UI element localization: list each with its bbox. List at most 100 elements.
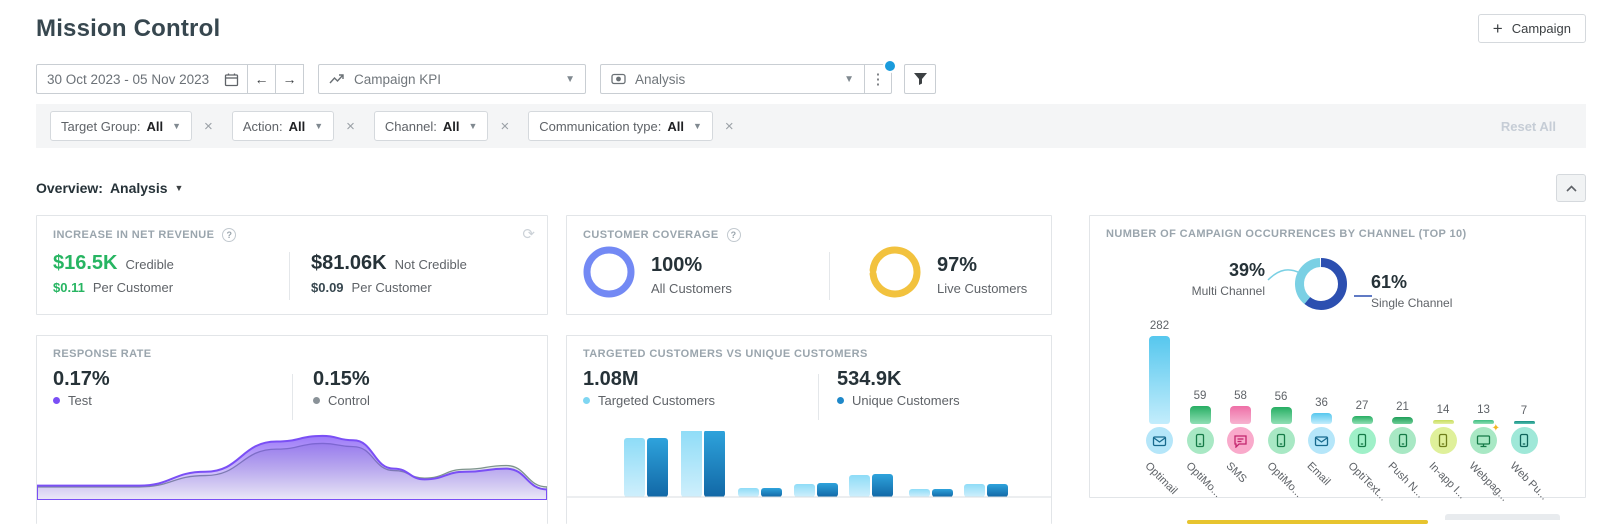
envelope-icon <box>1308 427 1335 454</box>
toolbar: 30 Oct 2023 - 05 Nov 2023 ← → Campaign K… <box>36 59 936 94</box>
live-customers-percent: 97% <box>937 253 978 276</box>
filter-chip[interactable]: Target Group: All ▼ <box>50 111 193 141</box>
credible-label: Credible <box>125 257 174 272</box>
channel-bar[interactable] <box>1311 413 1332 424</box>
previous-period-button[interactable]: ← <box>247 64 276 94</box>
remove-filter-icon[interactable]: × <box>204 117 213 135</box>
channel-bar-group: 21 Push N... <box>1382 316 1426 500</box>
divider <box>829 252 830 300</box>
filter-chip[interactable]: Communication type: All ▼ <box>528 111 713 141</box>
refresh-icon[interactable]: ⟳ <box>522 226 535 243</box>
channel-bar[interactable] <box>1189 406 1211 424</box>
remove-filter-icon[interactable]: × <box>724 117 734 135</box>
channel-label: In-app I... <box>1426 460 1468 502</box>
chevron-down-icon: ▼ <box>844 73 854 85</box>
analysis-dropdown-value: Analysis <box>635 71 686 87</box>
targeted-label: Targeted Customers <box>598 393 716 408</box>
channel-bar[interactable] <box>1230 406 1251 424</box>
analysis-dropdown[interactable]: Analysis ▼ <box>600 64 865 94</box>
credible-amount: $16.5K <box>53 252 118 274</box>
chevron-down-icon: ▼ <box>174 183 184 193</box>
divider <box>289 252 290 300</box>
channel-bar[interactable] <box>1513 421 1535 424</box>
more-options-button[interactable]: ⋮ <box>864 59 897 94</box>
channel-bar-value: 27 <box>1355 400 1369 412</box>
not-credible-amount: $81.06K <box>311 252 387 274</box>
channel-bar-value: 36 <box>1315 397 1328 409</box>
targeted-vs-unique-card: TARGETED CUSTOMERS VS UNIQUE CUSTOMERS 1… <box>566 335 1052 524</box>
filter-chip[interactable]: Channel: All ▼ <box>373 111 489 141</box>
smartphone-icon <box>1186 427 1214 454</box>
envelope-icon <box>1146 427 1173 454</box>
channel-bar[interactable] <box>1351 416 1373 424</box>
smartphone-icon <box>1510 427 1538 454</box>
chat-icon <box>1227 427 1254 454</box>
customer-coverage-title: CUSTOMER COVERAGE <box>583 229 719 241</box>
new-campaign-label: Campaign <box>1511 21 1571 36</box>
response-rate-title: RESPONSE RATE <box>53 348 152 360</box>
channel-label: Web Pu... <box>1507 460 1550 503</box>
page-title: Mission Control <box>36 14 221 42</box>
test-metric: 0.17% Test <box>53 368 110 408</box>
targeted-metric: 1.08M Targeted Customers <box>583 368 715 408</box>
channel-donut-chart[interactable] <box>1292 255 1350 318</box>
filter-chip-value: All <box>667 118 684 134</box>
reset-all-button[interactable]: Reset All <box>1500 118 1556 134</box>
multi-channel-percent: 39% <box>1228 260 1265 280</box>
test-percent: 0.17% <box>53 368 110 390</box>
chevron-down-icon: ▼ <box>692 121 702 131</box>
channel-bar[interactable] <box>1270 407 1292 424</box>
net-revenue-title: INCREASE IN NET REVENUE <box>53 229 215 241</box>
filter-button[interactable] <box>904 64 936 94</box>
collapse-overview-button[interactable] <box>1556 174 1586 202</box>
channel-bar-group: 7 Web Pu... <box>1504 316 1550 503</box>
credible-metric: $16.5K Credible $0.11 Per Customer <box>53 252 174 300</box>
divider <box>818 374 819 420</box>
channel-label: OptiMo... <box>1183 460 1224 501</box>
control-label: Control <box>328 393 370 408</box>
filter-chip-value: All <box>442 118 460 134</box>
filter-chip[interactable]: Action: All ▼ <box>231 111 335 141</box>
overview-icon <box>611 72 626 86</box>
multi-channel-stat: 39% Multi Channel <box>1173 260 1265 298</box>
chevron-up-icon <box>1565 184 1577 192</box>
customer-coverage-card: CUSTOMER COVERAGE ? 100% All Customers 9… <box>566 215 1052 315</box>
targeted-vs-unique-bar-chart[interactable] <box>567 429 1051 504</box>
channel-bar-value: 14 <box>1436 404 1450 416</box>
net-revenue-card: INCREASE IN NET REVENUE ? ⟳ $16.5K Credi… <box>36 215 548 315</box>
filter-chip-label: Communication type: <box>539 118 662 134</box>
channel-bar-value: 282 <box>1149 320 1170 332</box>
unique-dot <box>837 397 844 404</box>
channel-label: Email <box>1304 460 1333 488</box>
trend-icon <box>329 72 345 86</box>
date-range-input[interactable]: 30 Oct 2023 - 05 Nov 2023 <box>36 64 248 94</box>
test-dot <box>53 397 60 404</box>
channel-bar-group: 59 OptiMo... <box>1180 316 1224 501</box>
remove-filter-icon[interactable]: × <box>500 117 510 135</box>
chevron-down-icon: ▼ <box>468 121 478 131</box>
unique-metric: 534.9K Unique Customers <box>837 368 960 408</box>
help-icon[interactable]: ? <box>726 228 741 242</box>
notification-dot <box>883 59 897 73</box>
remove-filter-icon[interactable]: × <box>346 117 355 135</box>
channel-bar[interactable] <box>1432 420 1454 424</box>
not-credible-per-customer-amount: $0.09 <box>311 280 344 295</box>
calendar-icon[interactable] <box>224 72 239 87</box>
channel-bar[interactable] <box>1392 417 1413 424</box>
response-rate-area-chart[interactable] <box>37 426 547 505</box>
help-icon[interactable]: ? <box>222 228 237 242</box>
channel-bar[interactable] <box>1149 336 1170 424</box>
all-customers-ring <box>583 246 635 303</box>
divider <box>292 374 293 420</box>
live-customers-ring <box>869 246 921 303</box>
channel-occurrences-title: NUMBER OF CAMPAIGN OCCURRENCES BY CHANNE… <box>1106 228 1467 240</box>
next-period-button[interactable]: → <box>275 64 304 94</box>
overview-selector[interactable]: Analysis ▼ <box>110 180 184 196</box>
new-campaign-button[interactable]: + Campaign <box>1477 14 1586 43</box>
campaign-kpi-dropdown[interactable]: Campaign KPI ▼ <box>318 64 586 94</box>
channel-bar[interactable] <box>1473 420 1494 424</box>
channel-bar-chart: 282 Optimail 59 OptiMo... 58 SMS 56 OptiMo... 36… <box>1090 316 1585 504</box>
kpi-dropdown-value: Campaign KPI <box>354 71 442 87</box>
control-percent: 0.15% <box>313 368 370 390</box>
